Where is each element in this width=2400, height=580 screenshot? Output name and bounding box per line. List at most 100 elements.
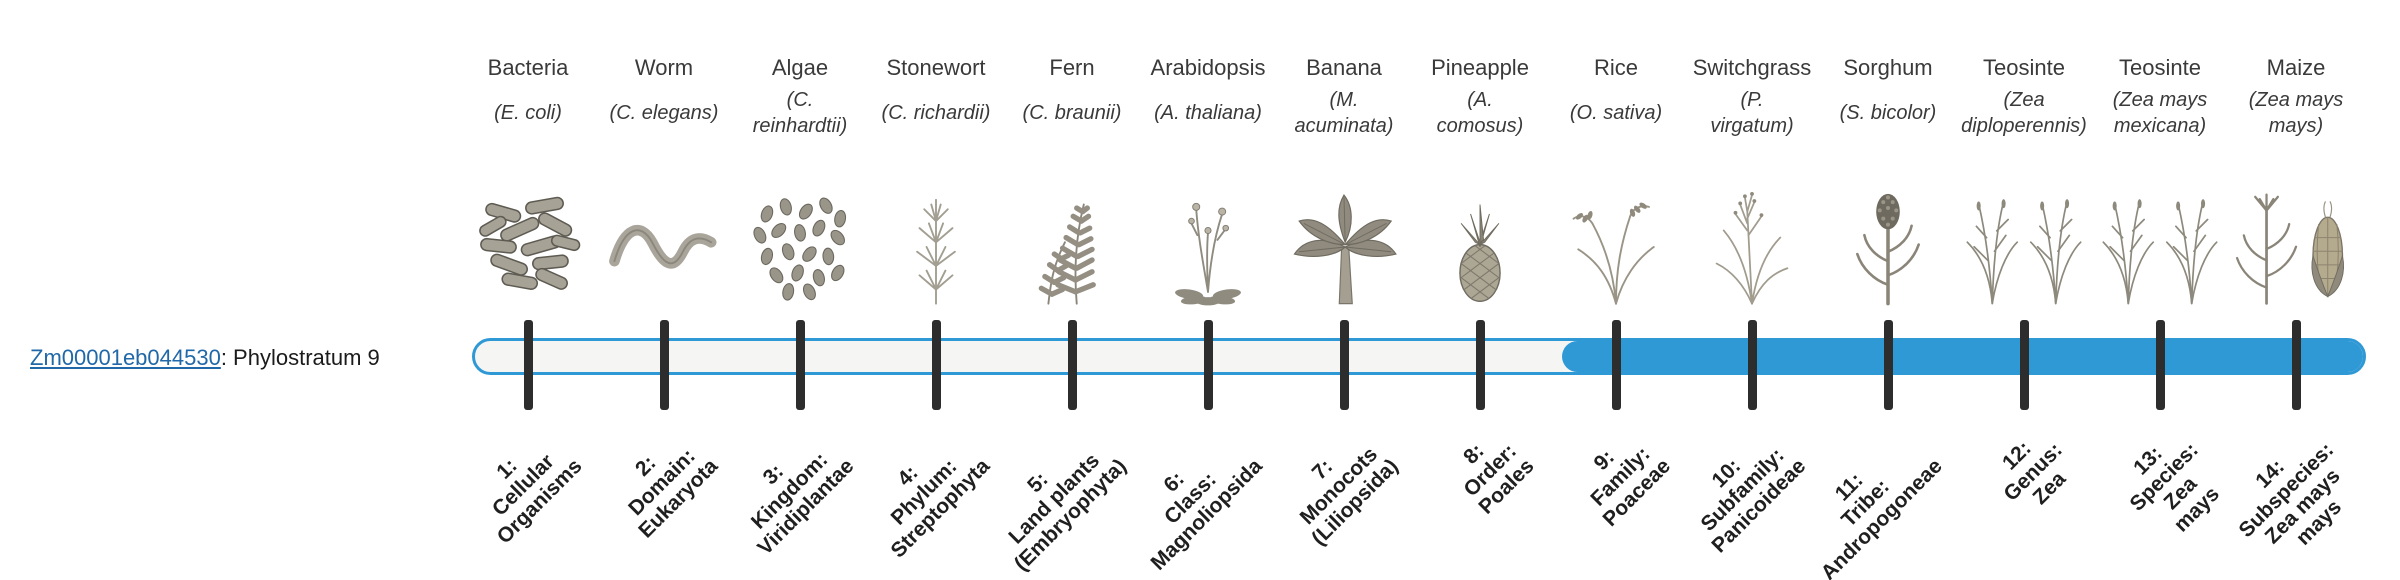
taxon-common-name: Fern [1049, 55, 1095, 80]
pineapple-icon [1412, 142, 1548, 306]
taxon-common-name: Stonewort [886, 55, 986, 80]
taxon-scientific-name-line: mays) [2268, 115, 2324, 137]
taxon-column: Arabidopsis (A. thaliana) [1140, 52, 1276, 306]
taxon-scientific-name-line: (S. bicolor) [1839, 102, 1937, 124]
taxon-scientific-name: (C. richardii) [868, 84, 1004, 142]
algae-icon [732, 142, 868, 306]
taxon-scientific-name: (A. comosus) [1412, 84, 1548, 142]
fern-icon [1004, 142, 1140, 306]
taxon-common-name: Sorghum [1843, 55, 1933, 80]
taxon-scientific-name: (C. reinhardtii) [732, 84, 868, 142]
phylostratum-tick [1747, 320, 1757, 410]
taxon-scientific-name: (O. sativa) [1548, 84, 1684, 142]
gene-phylostratum-text: : Phylostratum 9 [220, 345, 380, 370]
taxon-scientific-name: (S. bicolor) [1820, 84, 1956, 142]
stratum-label: 4: Phylum: Streptophyta [854, 422, 995, 563]
stratum-label: 13: Species: Zea mays [2109, 422, 2235, 548]
taxon-scientific-name-line: (O. sativa) [1569, 102, 1663, 124]
taxon-common-name: Algae [771, 55, 829, 80]
phylostratum-tick [2019, 320, 2029, 410]
taxon-scientific-name-line: comosus) [1436, 115, 1524, 137]
gene-label: Zm00001eb044530: Phylostratum 9 [30, 345, 380, 371]
taxon-scientific-name: (A. thaliana) [1140, 84, 1276, 142]
taxon-column: Sorghum (S. bicolor) [1820, 52, 1956, 306]
taxon-scientific-name-line: (C. braunii) [1022, 102, 1122, 124]
taxon-scientific-name-line: (Zea mays [2248, 89, 2344, 111]
taxon-scientific-name: (Zea mays mays) [2228, 84, 2364, 142]
teosinte-icon [1956, 142, 2092, 306]
taxon-common-name: Maize [2266, 55, 2326, 80]
taxon-scientific-name-line: (C. elegans) [609, 102, 719, 124]
stratum-label: 7: Monocots (Liliopsida) [1275, 422, 1403, 550]
phylostratum-bar-fill [1562, 341, 2363, 372]
stratum-label: 3: Kingdom: Viridiplantae [721, 422, 859, 560]
taxon-column: Worm (C. elegans) [596, 52, 732, 306]
stonewort-icon [868, 142, 1004, 306]
taxon-scientific-name-line: (Zea [2003, 89, 2045, 111]
phylostratum-tick [523, 320, 533, 410]
taxon-common-name: Teosinte [1983, 55, 2065, 80]
taxon-scientific-name-line: reinhardtii) [752, 115, 848, 137]
taxa-columns: Bacteria (E. coli) Worm (C. elegans) Algae (C… [460, 52, 2364, 308]
taxon-common-name: Banana [1306, 55, 1382, 80]
stratum-label: 5: Land plants (Embryophyta) [977, 422, 1131, 576]
taxon-column: Stonewort (C. richardii) [868, 52, 1004, 306]
worm-icon [596, 142, 732, 306]
phylostratum-tick [795, 320, 805, 410]
stratum-label: 14: Subspecies: Zea mays mays [2219, 422, 2372, 575]
sorghum-icon [1820, 142, 1956, 306]
stratum-label: 12: Genus: Zea [1983, 422, 2083, 522]
taxon-common-name: Pineapple [1431, 55, 1529, 80]
phylostratum-tick [2291, 320, 2301, 410]
teosinte-icon [2092, 142, 2228, 306]
stratum-label: 1: Cellular Organisms [460, 422, 587, 549]
taxon-common-name: Worm [634, 55, 694, 80]
taxon-column: Fern (C. braunii) [1004, 52, 1140, 306]
taxon-scientific-name-line: (C. [786, 89, 814, 111]
taxon-column: Maize (Zea mays mays) [2228, 52, 2364, 306]
taxon-column: Rice (O. sativa) [1548, 52, 1684, 306]
taxon-column: Pineapple (A. comosus) [1412, 52, 1548, 306]
taxon-column: Teosinte (Zea diploperennis) [1956, 52, 2092, 306]
phylostratum-tick [1475, 320, 1485, 410]
phylostratum-tick [2155, 320, 2165, 410]
stratum-label: 9: Family: Poaceae [1566, 422, 1675, 531]
stratum-label: 11: Tribe: Andropogoneae [1784, 422, 1947, 580]
stratum-label: 8: Order: Poales [1442, 422, 1538, 518]
taxon-scientific-name: (C. elegans) [596, 84, 732, 142]
taxon-scientific-name-line: acuminata) [1294, 115, 1394, 137]
taxon-column: Banana (M. acuminata) [1276, 52, 1412, 306]
taxon-common-name: Bacteria [487, 55, 569, 80]
taxon-column: Algae (C. reinhardtii) [732, 52, 868, 306]
taxon-scientific-name-line: (P. [1740, 89, 1764, 111]
taxon-column: Bacteria (E. coli) [460, 52, 596, 306]
taxon-common-name: Switchgrass [1692, 55, 1812, 80]
taxon-common-name: Arabidopsis [1150, 55, 1266, 80]
taxon-scientific-name-line: (Zea mays [2112, 89, 2208, 111]
taxon-scientific-name-line: (A. [1467, 89, 1493, 111]
taxon-scientific-name-line: (C. richardii) [881, 102, 991, 124]
taxon-scientific-name-line: (E. coli) [494, 102, 562, 124]
taxon-scientific-name-line: (M. [1329, 89, 1359, 111]
phylostratum-tick [1203, 320, 1213, 410]
rice-icon [1548, 142, 1684, 306]
taxon-scientific-name-line: mexicana) [2113, 115, 2207, 137]
gene-id-link[interactable]: Zm00001eb044530 [30, 345, 221, 370]
bacteria-icon [460, 142, 596, 306]
taxon-scientific-name: (Zea mays mexicana) [2092, 84, 2228, 142]
phylostratum-tick [659, 320, 669, 410]
phylostratum-tick [1611, 320, 1621, 410]
phylostratum-tick [931, 320, 941, 410]
taxon-scientific-name: (Zea diploperennis) [1956, 84, 2092, 142]
banana-icon [1276, 142, 1412, 306]
taxon-common-name: Rice [1593, 55, 1638, 80]
taxon-scientific-name: (C. braunii) [1004, 84, 1140, 142]
stratum-label: 2: Domain: Eukaryota [602, 422, 723, 542]
taxon-common-name: Teosinte [2119, 55, 2201, 80]
switchgrass-icon [1684, 142, 1820, 306]
taxon-scientific-name: (E. coli) [460, 84, 596, 142]
taxon-scientific-name: (P. virgatum) [1684, 84, 1820, 142]
taxon-scientific-name-line: virgatum) [1710, 115, 1794, 137]
taxon-scientific-name-line: (A. thaliana) [1154, 102, 1262, 124]
